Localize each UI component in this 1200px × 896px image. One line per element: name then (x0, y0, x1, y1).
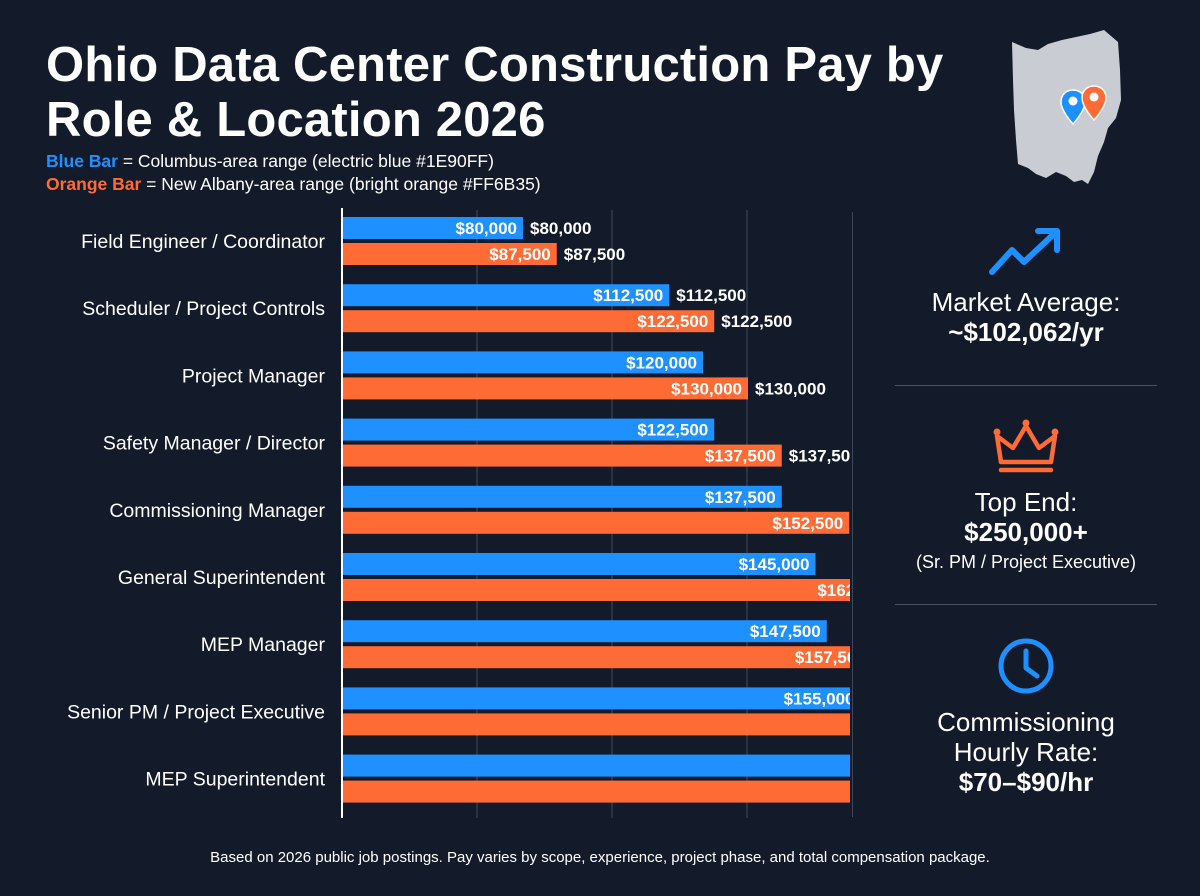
role-label: MEP Superintendent (145, 769, 325, 791)
bar-value-label: $87,500 (489, 245, 550, 264)
panel-separator (895, 385, 1157, 386)
footnote: Based on 2026 public job postings. Pay v… (210, 849, 990, 866)
bar-value-label: $130,000 (671, 379, 742, 398)
bar-value-label: $122,500 (637, 312, 708, 331)
bar-orange (343, 780, 850, 803)
top-end-panel: Top End: $250,000+ (Sr. PM / Project Exe… (895, 418, 1157, 574)
bar-orange (343, 713, 850, 736)
bar-orange (343, 511, 850, 534)
bar-value-label-outside: $130,000 (755, 379, 826, 398)
panel-separator (895, 604, 1157, 605)
legend-blue-key: Blue Bar (46, 151, 118, 171)
legend-orange-key: Orange Bar (46, 174, 142, 194)
bar-value-label: $137,500 (705, 447, 776, 466)
top-end-note: (Sr. PM / Project Executive) (915, 552, 1137, 572)
bar-value-label: $155,000 (784, 689, 850, 708)
bar-value-label: $120,000 (626, 353, 697, 372)
bar-blue (343, 620, 827, 643)
panel-divider (852, 212, 853, 817)
trend-up-icon (989, 228, 1060, 275)
role-label: Commissioning Manager (109, 500, 325, 522)
bar-orange (343, 579, 850, 601)
map-pin-orange-icon (1081, 85, 1107, 122)
legend-orange: Orange Bar = New Albany-area range (brig… (46, 173, 541, 195)
bar-value-label: $162,500 (817, 581, 850, 600)
bar-value-label: $147,500 (750, 622, 821, 641)
hourly-rate-label-line1: Commissioning (937, 707, 1115, 737)
map-pin-blue-icon (1060, 89, 1086, 126)
bar-blue (343, 217, 523, 239)
hourly-rate-panel: Commissioning Hourly Rate: $70–$90/hr (895, 636, 1157, 797)
bar-value-label: $137,500 (705, 488, 776, 507)
bar-value-label: $80,000 (456, 219, 517, 238)
bar-orange (343, 310, 715, 333)
bar-orange (343, 444, 782, 467)
bar-blue (343, 687, 850, 710)
hourly-rate-value: $70–$90/hr (958, 767, 1094, 797)
crown-icon (993, 419, 1059, 473)
bar-value-label: $157,500 (795, 648, 850, 667)
market-average-label: Market Average: (931, 287, 1121, 317)
role-label: Field Engineer / Coordinator (81, 231, 325, 253)
bar-blue (343, 418, 715, 441)
bar-value-label-outside: $122,500 (721, 312, 792, 331)
bar-value-label-outside: $137,500 (789, 447, 850, 466)
role-label: Senior PM / Project Executive (67, 701, 325, 723)
bar-orange (343, 243, 557, 265)
bar-value-label-outside: $80,000 (530, 219, 591, 238)
market-average-panel: Market Average: ~$102,062/yr (895, 226, 1157, 347)
top-end-label: Top End: (974, 487, 1078, 517)
top-end-value: $250,000+ (964, 517, 1088, 547)
bar-chart: Field Engineer / Coordinator $80,000 $80,0… (67, 208, 850, 818)
bar-blue (343, 485, 782, 508)
ohio-map (1012, 30, 1121, 184)
bar-blue (343, 754, 850, 777)
legend-blue-text: = Columbus-area range (electric blue #1E… (117, 151, 494, 171)
clock-icon (998, 638, 1054, 694)
bar-value-label: $145,000 (739, 555, 810, 574)
bar-blue (343, 284, 670, 307)
bar-blue (343, 351, 703, 374)
bar-value-label: $152,500 (772, 514, 843, 533)
market-average-value: ~$102,062/yr (948, 317, 1104, 347)
role-label: General Superintendent (118, 567, 326, 589)
bar-blue (343, 553, 816, 575)
role-label: MEP Manager (201, 634, 326, 656)
hourly-rate-label-line2: Hourly Rate: (953, 737, 1099, 767)
bar-orange (343, 377, 748, 400)
bar-value-label-outside: $112,500 (676, 286, 746, 305)
bar-value-label: $122,500 (637, 421, 708, 440)
role-label: Scheduler / Project Controls (82, 298, 325, 320)
role-label: Project Manager (182, 365, 326, 387)
chart-title: Ohio Data Center Construction Pay by Rol… (46, 38, 944, 147)
role-label: Safety Manager / Director (103, 433, 326, 455)
bar-orange (343, 646, 850, 669)
bar-value-label: $112,500 (593, 286, 663, 305)
legend-blue: Blue Bar = Columbus-area range (electric… (46, 150, 494, 172)
bar-value-label-outside: $87,500 (564, 245, 625, 264)
legend-orange-text: = New Albany-area range (bright orange #… (141, 174, 541, 194)
